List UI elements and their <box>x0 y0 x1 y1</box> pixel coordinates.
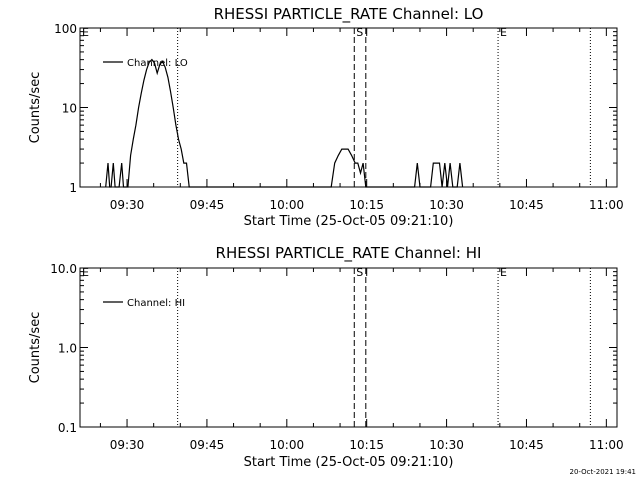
x-tick-label: 09:30 <box>110 438 145 452</box>
timestamp-label: 20-Oct-2021 19:41 <box>570 468 636 476</box>
x-tick-label: 11:00 <box>589 198 624 212</box>
y-tick-label: 1.0 <box>58 342 77 356</box>
x-tick-label: 10:00 <box>270 438 305 452</box>
y-tick-label: 10 <box>62 102 77 116</box>
chart-title: RHESSI PARTICLE_RATE Channel: LO <box>214 5 484 24</box>
marker-label: E <box>500 26 507 39</box>
y-tick-label: 10.0 <box>50 262 77 276</box>
marker-label: E <box>82 26 89 39</box>
marker-label: E <box>82 266 89 279</box>
marker-label: S <box>356 26 363 39</box>
x-axis-label: Start Time (25-Oct-05 09:21:10) <box>244 455 454 470</box>
x-tick-label: 10:45 <box>509 198 544 212</box>
y-tick-label: 0.1 <box>58 421 77 435</box>
x-tick-label: 10:00 <box>270 198 305 212</box>
x-tick-label: 11:00 <box>589 438 624 452</box>
legend-label: Channel: LO <box>127 58 188 69</box>
marker-label: S <box>356 266 363 279</box>
x-tick-label: 09:30 <box>110 198 145 212</box>
x-tick-label: 10:45 <box>509 438 544 452</box>
plot-frame <box>79 27 618 188</box>
marker-label: E <box>500 266 507 279</box>
y-axis-label: Counts/sec <box>28 312 43 384</box>
chart-title: RHESSI PARTICLE_RATE Channel: HI <box>216 244 482 263</box>
x-tick-label: 10:15 <box>349 438 384 452</box>
series-line <box>105 58 464 188</box>
legend-label: Channel: HI <box>127 298 185 309</box>
y-axis-label: Counts/sec <box>28 72 43 144</box>
x-tick-label: 09:45 <box>190 198 225 212</box>
x-tick-label: 10:30 <box>429 438 464 452</box>
y-tick-label: 1 <box>69 181 77 195</box>
x-axis-label: Start Time (25-Oct-05 09:21:10) <box>244 214 454 229</box>
x-tick-label: 09:45 <box>190 438 225 452</box>
plot-frame <box>79 267 618 428</box>
x-tick-label: 10:15 <box>349 198 384 212</box>
x-tick-label: 10:30 <box>429 198 464 212</box>
y-tick-label: 100 <box>54 22 77 36</box>
